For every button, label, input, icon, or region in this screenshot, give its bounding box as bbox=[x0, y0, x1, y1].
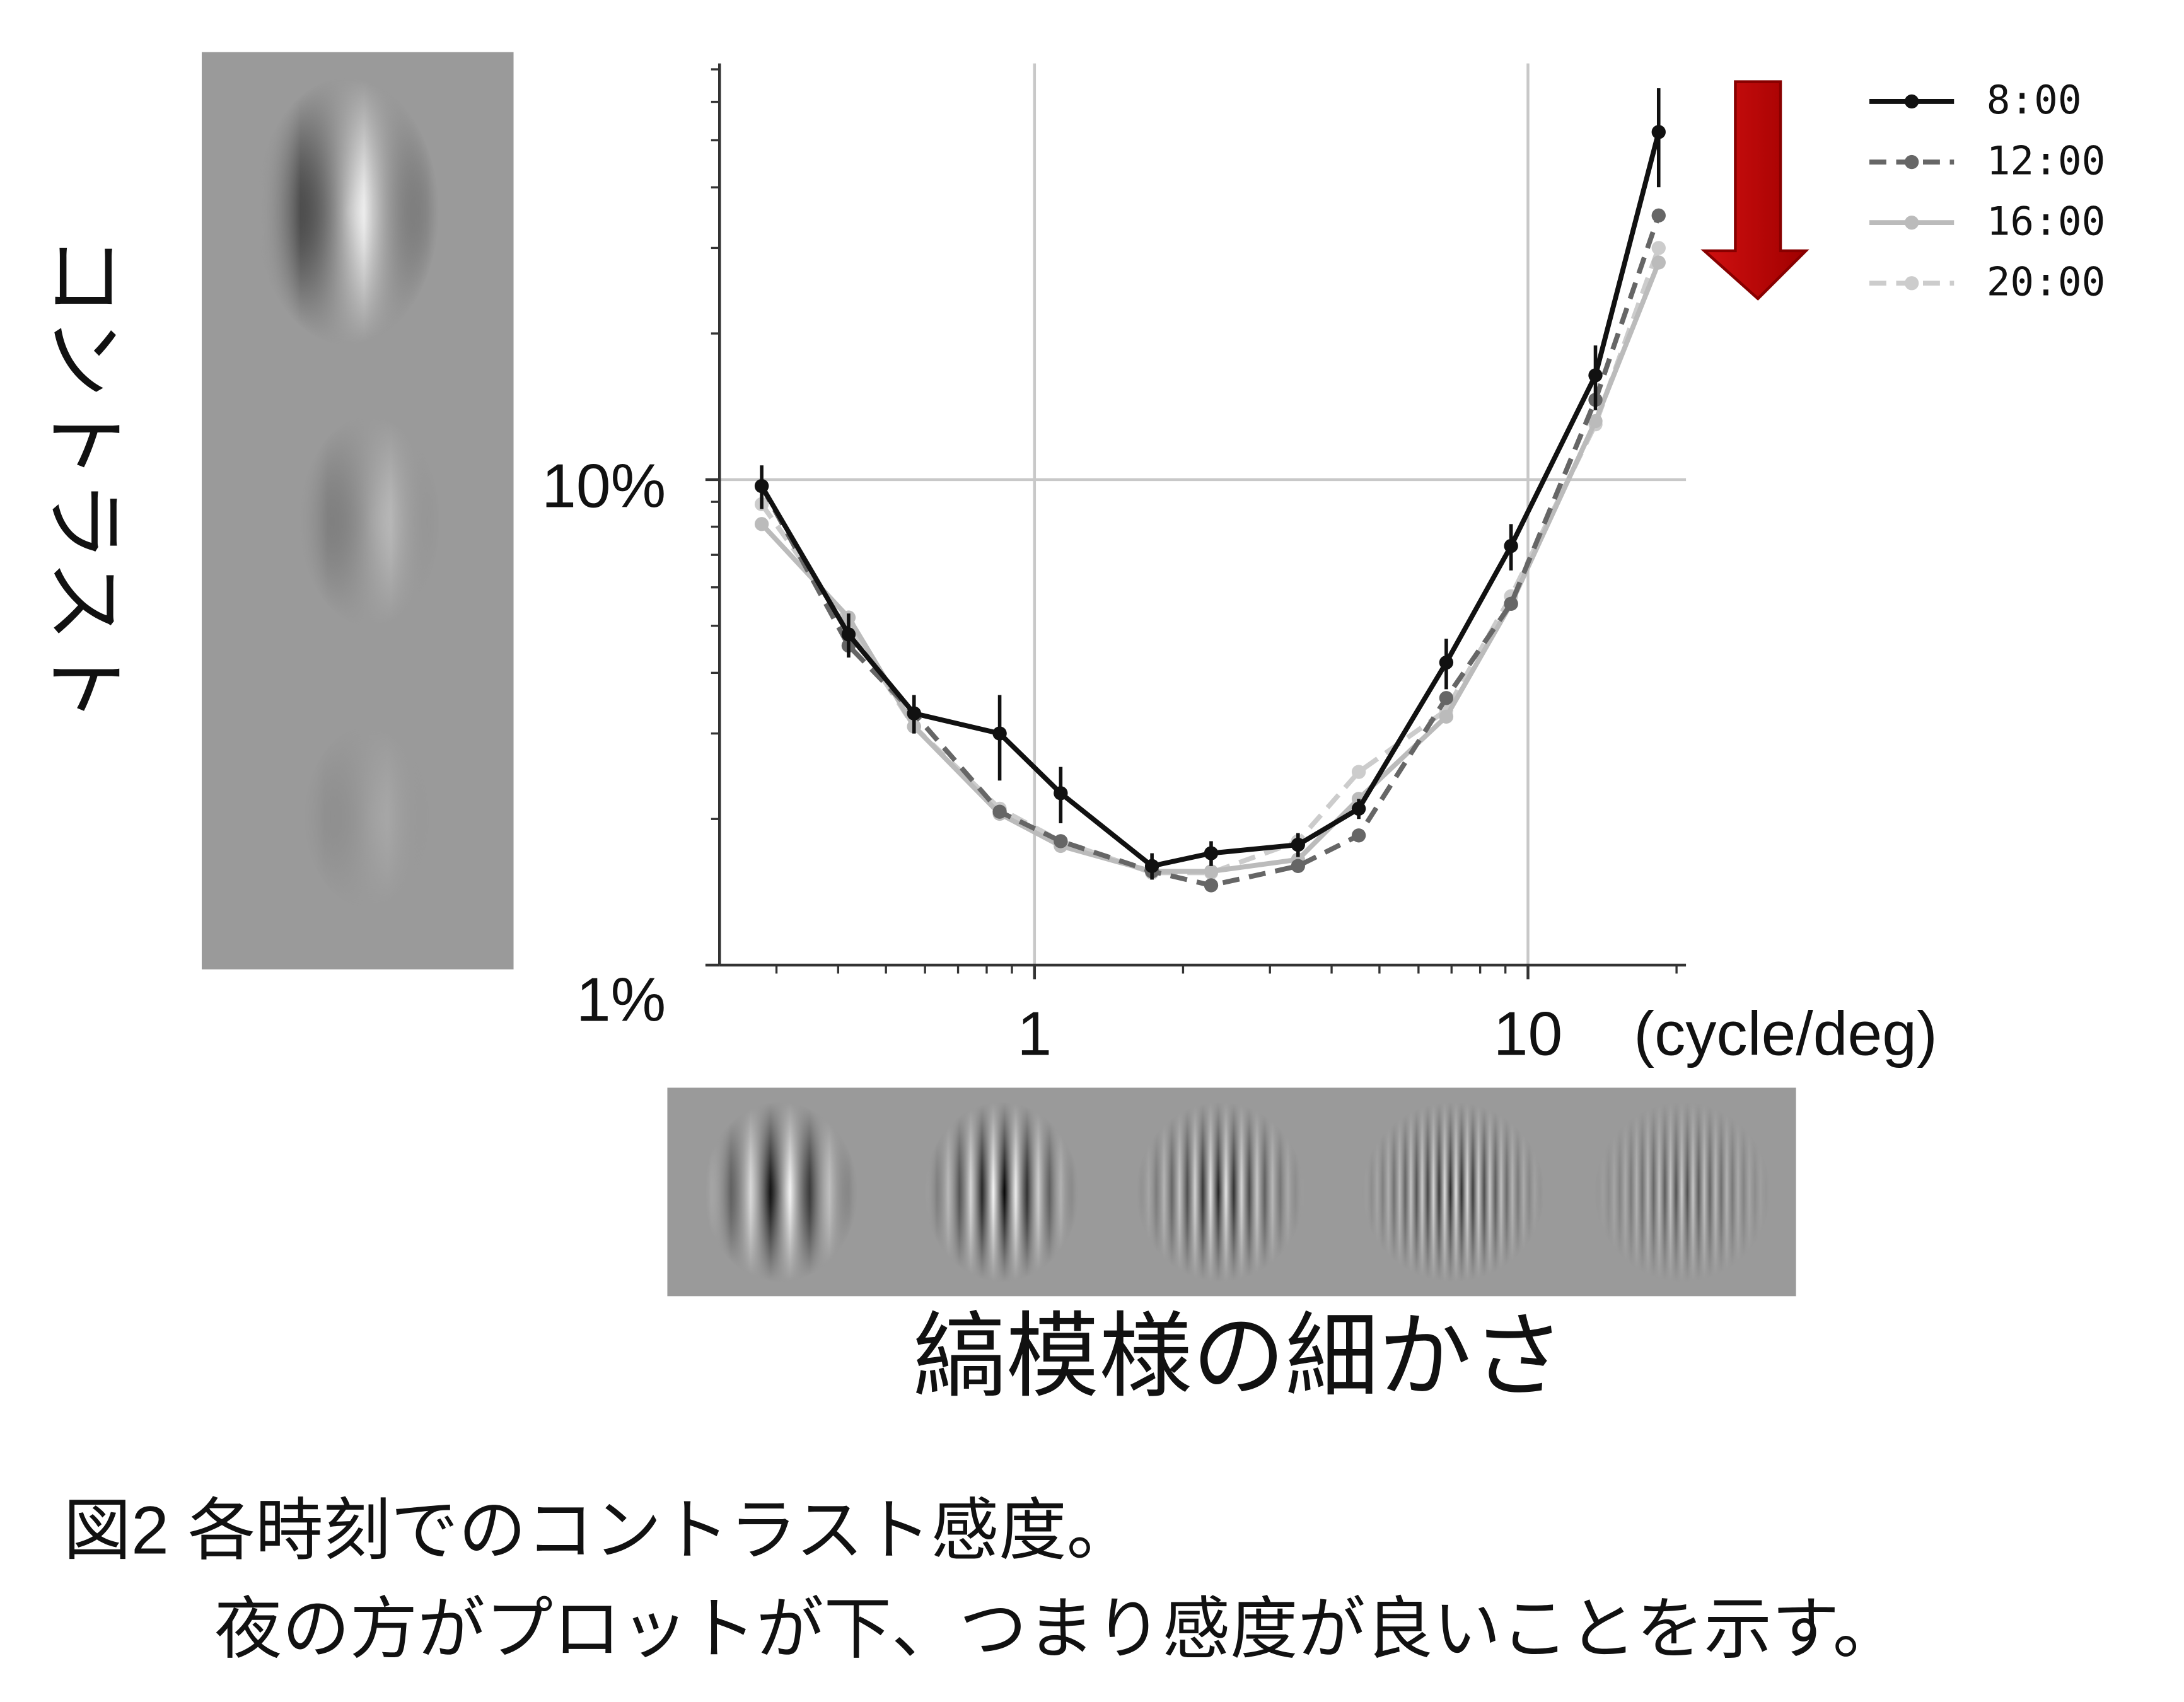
legend-marker bbox=[1904, 215, 1919, 230]
point bbox=[1439, 691, 1454, 705]
point bbox=[1351, 801, 1366, 816]
y-axis-label: コントラスト bbox=[38, 234, 129, 723]
point bbox=[1291, 837, 1305, 852]
point bbox=[1651, 208, 1666, 223]
point bbox=[1291, 859, 1305, 874]
series-line bbox=[759, 131, 1661, 869]
point bbox=[1651, 125, 1666, 139]
gabor bbox=[702, 1101, 858, 1282]
point bbox=[1351, 828, 1366, 843]
point bbox=[1651, 255, 1666, 270]
series-line bbox=[759, 247, 1661, 876]
point bbox=[1439, 655, 1454, 670]
point bbox=[1504, 596, 1518, 611]
legend-marker bbox=[1904, 154, 1919, 170]
point bbox=[754, 517, 769, 531]
figure-caption: 夜の方がプロットが下、つまり感度が良いことを示す。 bbox=[214, 1591, 1900, 1667]
gabor bbox=[1594, 1101, 1771, 1282]
point bbox=[1144, 859, 1159, 874]
point bbox=[1054, 786, 1068, 801]
point bbox=[1054, 834, 1068, 848]
x-tick-label: 10 bbox=[1494, 999, 1563, 1068]
point bbox=[907, 706, 921, 721]
legend-label: 16:00 bbox=[1987, 198, 2106, 244]
caption: 縞模様の細かさ bbox=[913, 1305, 1565, 1409]
gabor bbox=[299, 415, 441, 627]
legend-label: 20:00 bbox=[1987, 259, 2106, 305]
point bbox=[1204, 846, 1219, 860]
point bbox=[1588, 414, 1603, 429]
down-arrow bbox=[1700, 80, 1809, 301]
gabor bbox=[1361, 1101, 1545, 1282]
gabor bbox=[255, 77, 439, 345]
point bbox=[1504, 538, 1518, 553]
legend-label: 8:00 bbox=[1987, 77, 2082, 123]
legend-label: 12:00 bbox=[1987, 137, 2106, 183]
point bbox=[754, 478, 769, 494]
y-tick-label: 1% bbox=[576, 965, 666, 1034]
legend-marker bbox=[1904, 276, 1919, 291]
point bbox=[1351, 765, 1366, 779]
point bbox=[992, 804, 1007, 819]
series-line bbox=[759, 214, 1661, 888]
gabor bbox=[924, 1101, 1079, 1282]
gabor bbox=[303, 726, 431, 909]
point bbox=[841, 627, 856, 642]
point bbox=[992, 726, 1007, 741]
y-tick-label: 10% bbox=[542, 451, 666, 521]
gabor bbox=[1136, 1101, 1305, 1282]
point bbox=[1204, 864, 1219, 879]
point bbox=[1588, 368, 1603, 383]
figure-caption: 図2 各時刻でのコントラスト感度。 bbox=[64, 1493, 1134, 1568]
legend-marker bbox=[1904, 94, 1919, 109]
point bbox=[1439, 709, 1454, 724]
x-tick-label: 1 bbox=[1017, 999, 1052, 1068]
x-axis-label: (cycle/deg) bbox=[1634, 999, 1937, 1068]
point bbox=[1204, 878, 1219, 893]
point bbox=[1651, 241, 1666, 255]
